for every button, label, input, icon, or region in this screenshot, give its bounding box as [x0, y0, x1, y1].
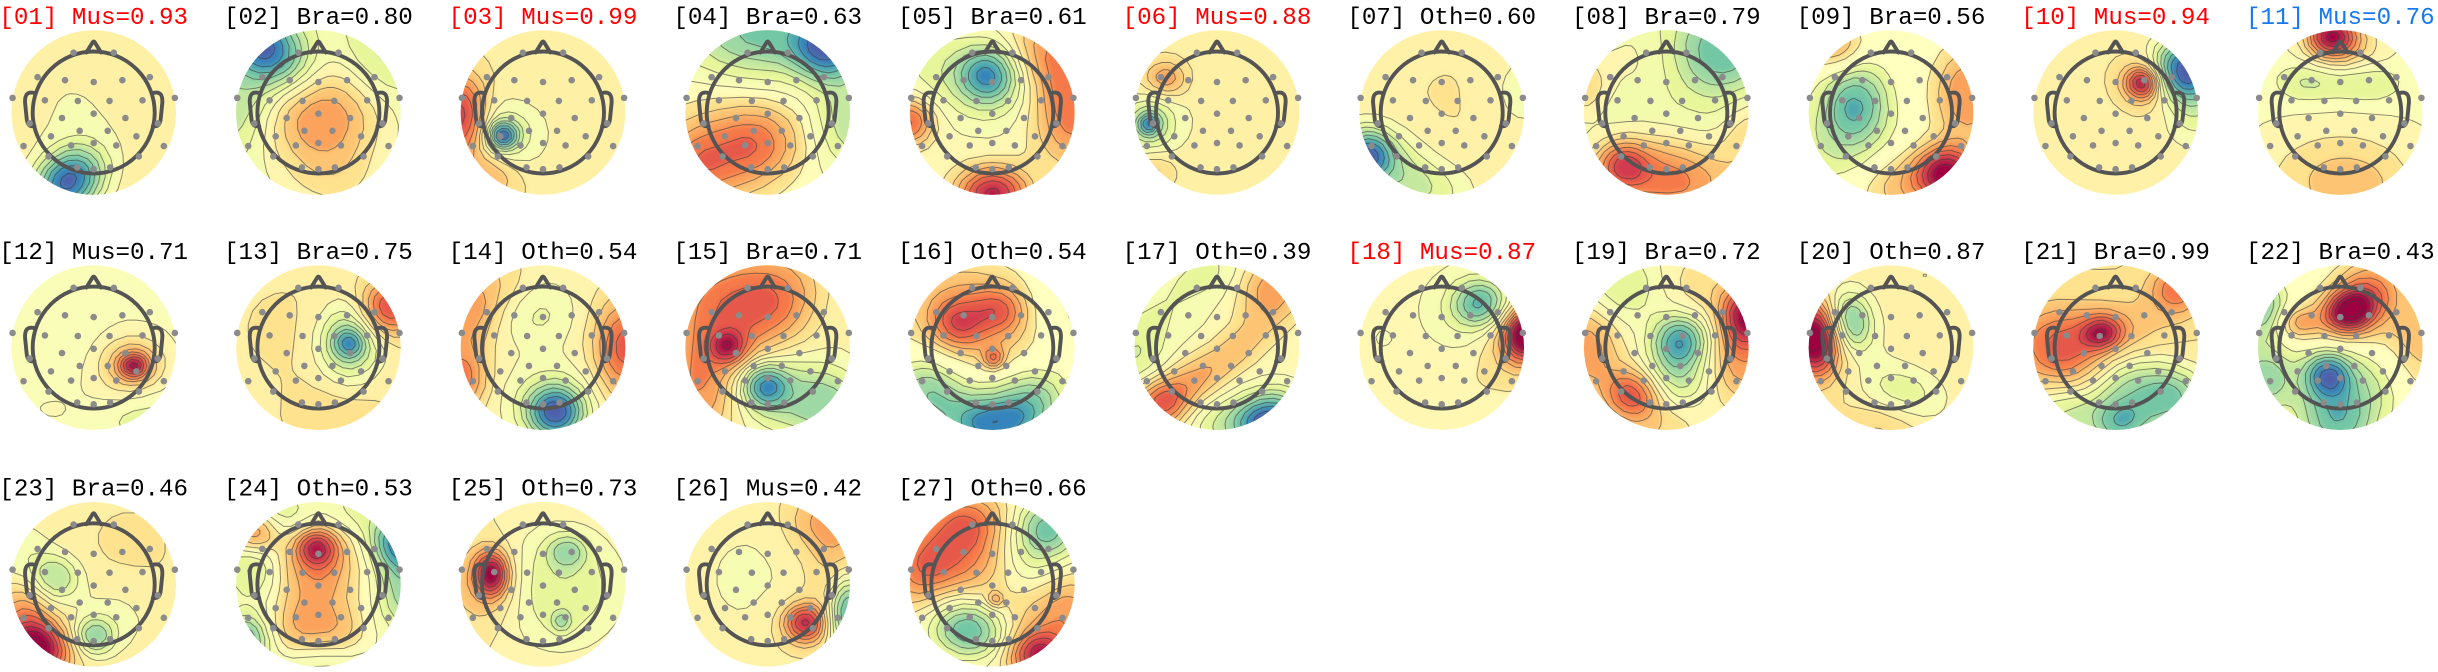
svg-text:[20] Oth=0.87: [20] Oth=0.87	[1797, 240, 1986, 267]
svg-text:[21] Bra=0.99: [21] Bra=0.99	[2021, 240, 2210, 267]
svg-text:[02] Bra=0.80: [02] Bra=0.80	[224, 5, 413, 32]
svg-text:[26] Mus=0.42: [26] Mus=0.42	[673, 477, 862, 504]
svg-text:[11] Mus=0.76: [11] Mus=0.76	[2246, 5, 2435, 32]
svg-text:[12] Mus=0.71: [12] Mus=0.71	[0, 240, 188, 267]
svg-text:[15] Bra=0.71: [15] Bra=0.71	[673, 240, 862, 267]
svg-text:[24] Oth=0.53: [24] Oth=0.53	[224, 477, 413, 504]
svg-text:[01] Mus=0.93: [01] Mus=0.93	[0, 5, 188, 32]
svg-text:[23] Bra=0.46: [23] Bra=0.46	[0, 477, 188, 504]
svg-text:[07] Oth=0.60: [07] Oth=0.60	[1347, 5, 1536, 32]
svg-text:[09] Bra=0.56: [09] Bra=0.56	[1797, 5, 1986, 32]
svg-text:[25] Oth=0.73: [25] Oth=0.73	[449, 477, 638, 504]
svg-text:[22] Bra=0.43: [22] Bra=0.43	[2246, 240, 2435, 267]
svg-text:[17] Oth=0.39: [17] Oth=0.39	[1123, 240, 1312, 267]
svg-text:[13] Bra=0.75: [13] Bra=0.75	[224, 240, 413, 267]
svg-text:[19] Bra=0.72: [19] Bra=0.72	[1572, 240, 1761, 267]
svg-text:[16] Oth=0.54: [16] Oth=0.54	[898, 240, 1087, 267]
svg-text:[08] Bra=0.79: [08] Bra=0.79	[1572, 5, 1761, 32]
svg-text:[27] Oth=0.66: [27] Oth=0.66	[898, 477, 1087, 504]
svg-text:[03] Mus=0.99: [03] Mus=0.99	[449, 5, 638, 32]
svg-text:[04] Bra=0.63: [04] Bra=0.63	[673, 5, 862, 32]
svg-text:[14] Oth=0.54: [14] Oth=0.54	[449, 240, 638, 267]
svg-text:[10] Mus=0.94: [10] Mus=0.94	[2021, 5, 2210, 32]
svg-text:[05] Bra=0.61: [05] Bra=0.61	[898, 5, 1087, 32]
svg-text:[06] Mus=0.88: [06] Mus=0.88	[1123, 5, 1312, 32]
svg-text:[18] Mus=0.87: [18] Mus=0.87	[1347, 240, 1536, 267]
